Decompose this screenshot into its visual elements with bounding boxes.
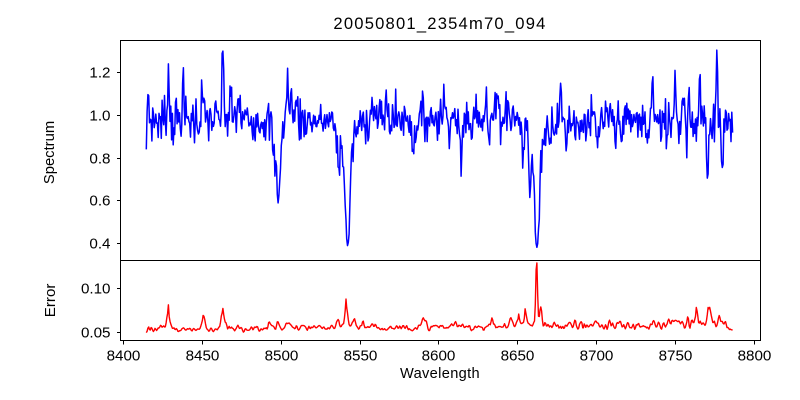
svg-text:8600: 8600 xyxy=(422,347,456,364)
svg-text:8800: 8800 xyxy=(738,347,772,364)
svg-text:8500: 8500 xyxy=(265,347,299,364)
svg-text:20050801_2354m70_094: 20050801_2354m70_094 xyxy=(333,14,546,33)
svg-text:0.4: 0.4 xyxy=(89,236,110,253)
svg-text:8550: 8550 xyxy=(344,347,378,364)
svg-text:1.0: 1.0 xyxy=(89,108,110,125)
svg-text:Spectrum: Spectrum xyxy=(42,121,58,184)
svg-text:0.05: 0.05 xyxy=(81,325,111,342)
svg-text:Wavelength: Wavelength xyxy=(400,366,480,382)
svg-text:8450: 8450 xyxy=(186,347,220,364)
svg-text:0.10: 0.10 xyxy=(81,281,111,298)
svg-text:8750: 8750 xyxy=(659,347,693,364)
svg-text:0.8: 0.8 xyxy=(89,151,110,168)
svg-text:8700: 8700 xyxy=(580,347,614,364)
svg-text:1.2: 1.2 xyxy=(89,65,110,82)
svg-text:8650: 8650 xyxy=(501,347,535,364)
svg-text:8400: 8400 xyxy=(107,347,141,364)
svg-text:Error: Error xyxy=(42,284,59,318)
svg-text:0.6: 0.6 xyxy=(89,193,110,210)
